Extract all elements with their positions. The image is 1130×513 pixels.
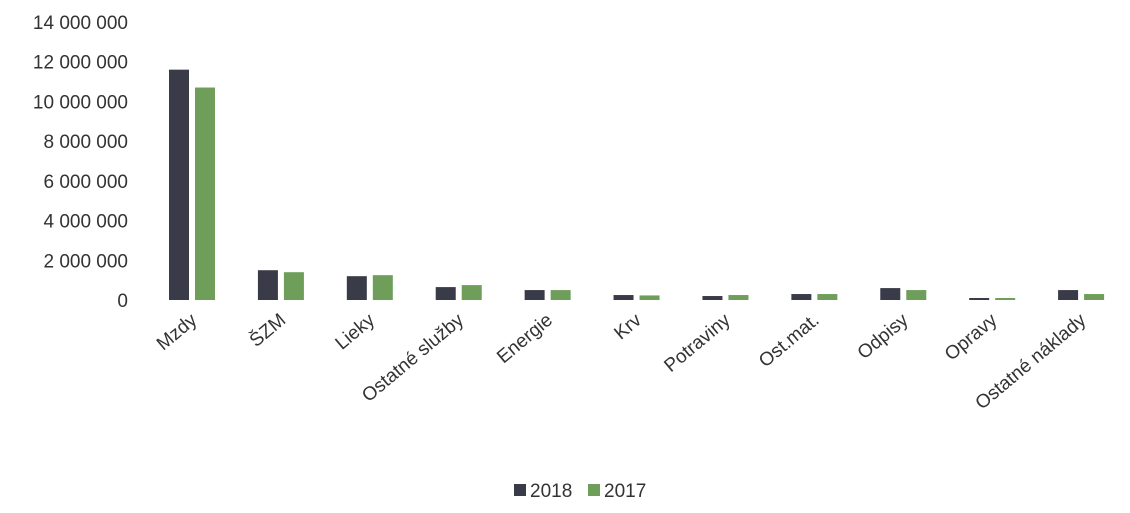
bar-group (969, 298, 1016, 300)
bar-2018 (880, 288, 901, 300)
x-tick-label: Odpisy (854, 309, 913, 363)
x-tick-label: Potraviny (660, 309, 735, 376)
bar-2017 (817, 294, 838, 300)
bar-2017 (1084, 294, 1105, 300)
bar-2017 (550, 290, 571, 300)
bar-2018 (1058, 290, 1079, 300)
bar-2018 (435, 287, 456, 300)
y-tick-label: 4 000 000 (43, 212, 128, 233)
legend-swatch (514, 484, 526, 496)
x-tick-label: Krv (610, 309, 646, 344)
x-tick-label: Energie (493, 310, 557, 368)
bar-group (613, 295, 660, 300)
bar-2018 (257, 270, 278, 300)
legend: 2018 2017 (514, 481, 646, 502)
bar-2017 (995, 298, 1016, 300)
legend-swatch (588, 484, 600, 496)
bar-2018 (524, 290, 545, 300)
x-tick-label: Lieky (332, 309, 380, 354)
y-tick-label: 8 000 000 (43, 132, 128, 153)
bar-2018 (969, 298, 990, 300)
y-tick-label: 14 000 000 (33, 13, 128, 34)
bar-2017 (283, 272, 304, 300)
y-tick-label: 0 (117, 291, 128, 312)
y-axis: 0 2 000 000 4 000 000 6 000 000 8 000 000 10 … (33, 13, 128, 312)
x-tick-label: ŠZM (245, 309, 290, 352)
y-tick-label: 10 000 000 (33, 92, 128, 113)
x-tick-label: Mzdy (153, 309, 202, 355)
bar-2018 (346, 276, 367, 300)
legend-item: 2018 (514, 481, 572, 502)
bar-2017 (372, 275, 393, 300)
bar-2018 (613, 295, 634, 300)
bar-2018 (169, 69, 189, 301)
bar-2017 (195, 87, 215, 301)
bar-2017 (461, 285, 482, 300)
bars (169, 69, 1105, 301)
bar-group (346, 275, 393, 300)
bar-group (702, 295, 749, 300)
bar-2018 (791, 294, 812, 300)
x-tick-label: Opravy (941, 309, 1002, 365)
bar-group (435, 285, 482, 300)
bar-group (880, 288, 927, 300)
bar-2018 (702, 296, 723, 300)
y-tick-label: 6 000 000 (43, 172, 128, 193)
bar-2017 (639, 295, 660, 300)
y-tick-label: 12 000 000 (33, 53, 128, 74)
bar-2017 (728, 295, 749, 300)
legend-label: 2018 (530, 481, 572, 502)
bar-2017 (906, 290, 927, 300)
bar-group (1058, 290, 1105, 300)
y-tick-label: 2 000 000 (43, 251, 128, 272)
legend-label: 2017 (604, 481, 646, 502)
legend-item: 2017 (588, 481, 646, 502)
bar-group (791, 294, 838, 300)
bar-group (524, 290, 571, 300)
x-tick-label: Ost.mat. (755, 310, 823, 372)
bar-group (169, 69, 215, 301)
bar-group (257, 270, 304, 300)
